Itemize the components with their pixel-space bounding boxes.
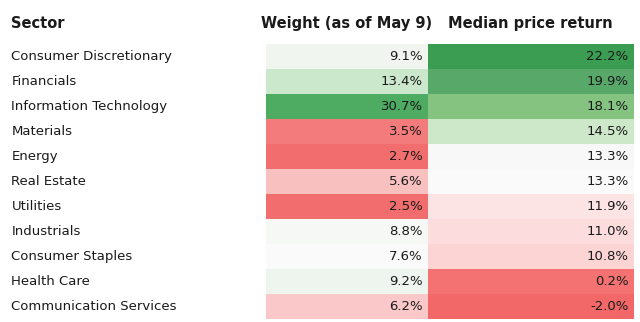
Text: 13.4%: 13.4% [381,75,423,88]
Text: 14.5%: 14.5% [586,125,628,138]
Text: Industrials: Industrials [12,225,81,238]
Bar [266,244,428,269]
Bar [266,219,428,244]
Text: 10.8%: 10.8% [587,250,628,263]
Text: -2.0%: -2.0% [590,300,628,313]
Text: Weight (as of May 9): Weight (as of May 9) [261,16,433,31]
Text: 13.3%: 13.3% [586,150,628,163]
Bar [428,94,634,119]
Text: Financials: Financials [12,75,77,88]
Text: 0.2%: 0.2% [595,275,628,288]
Bar [266,294,428,319]
Text: 22.2%: 22.2% [586,50,628,63]
Text: Communication Services: Communication Services [12,300,177,313]
Text: 11.9%: 11.9% [586,200,628,213]
Text: Sector: Sector [12,16,65,31]
Bar [428,144,634,169]
Bar [266,94,428,119]
Text: 9.1%: 9.1% [389,50,423,63]
Text: 11.0%: 11.0% [586,225,628,238]
Bar [266,194,428,219]
Text: 2.7%: 2.7% [389,150,423,163]
Text: Health Care: Health Care [12,275,90,288]
Bar [266,44,428,69]
Bar [428,269,634,294]
Text: Utilities: Utilities [12,200,61,213]
Bar [428,219,634,244]
Bar [266,69,428,94]
Text: 9.2%: 9.2% [389,275,423,288]
Text: Information Technology: Information Technology [12,100,168,113]
Text: 5.6%: 5.6% [389,175,423,188]
Text: Consumer Discretionary: Consumer Discretionary [12,50,172,63]
Text: 2.5%: 2.5% [389,200,423,213]
Text: 30.7%: 30.7% [381,100,423,113]
Text: 8.8%: 8.8% [389,225,423,238]
Bar [428,69,634,94]
Bar [428,194,634,219]
Text: 19.9%: 19.9% [587,75,628,88]
Text: 13.3%: 13.3% [586,175,628,188]
Bar [428,244,634,269]
Text: Consumer Staples: Consumer Staples [12,250,132,263]
Text: 18.1%: 18.1% [586,100,628,113]
Bar [266,269,428,294]
Text: 6.2%: 6.2% [389,300,423,313]
Text: Energy: Energy [12,150,58,163]
Text: 7.6%: 7.6% [389,250,423,263]
Bar [428,119,634,144]
Bar [428,294,634,319]
Text: Real Estate: Real Estate [12,175,86,188]
Bar [266,144,428,169]
Text: Materials: Materials [12,125,72,138]
Bar [266,169,428,194]
Bar [266,119,428,144]
Bar [428,44,634,69]
Text: 3.5%: 3.5% [389,125,423,138]
Bar [428,169,634,194]
Text: Median price return: Median price return [449,16,613,31]
